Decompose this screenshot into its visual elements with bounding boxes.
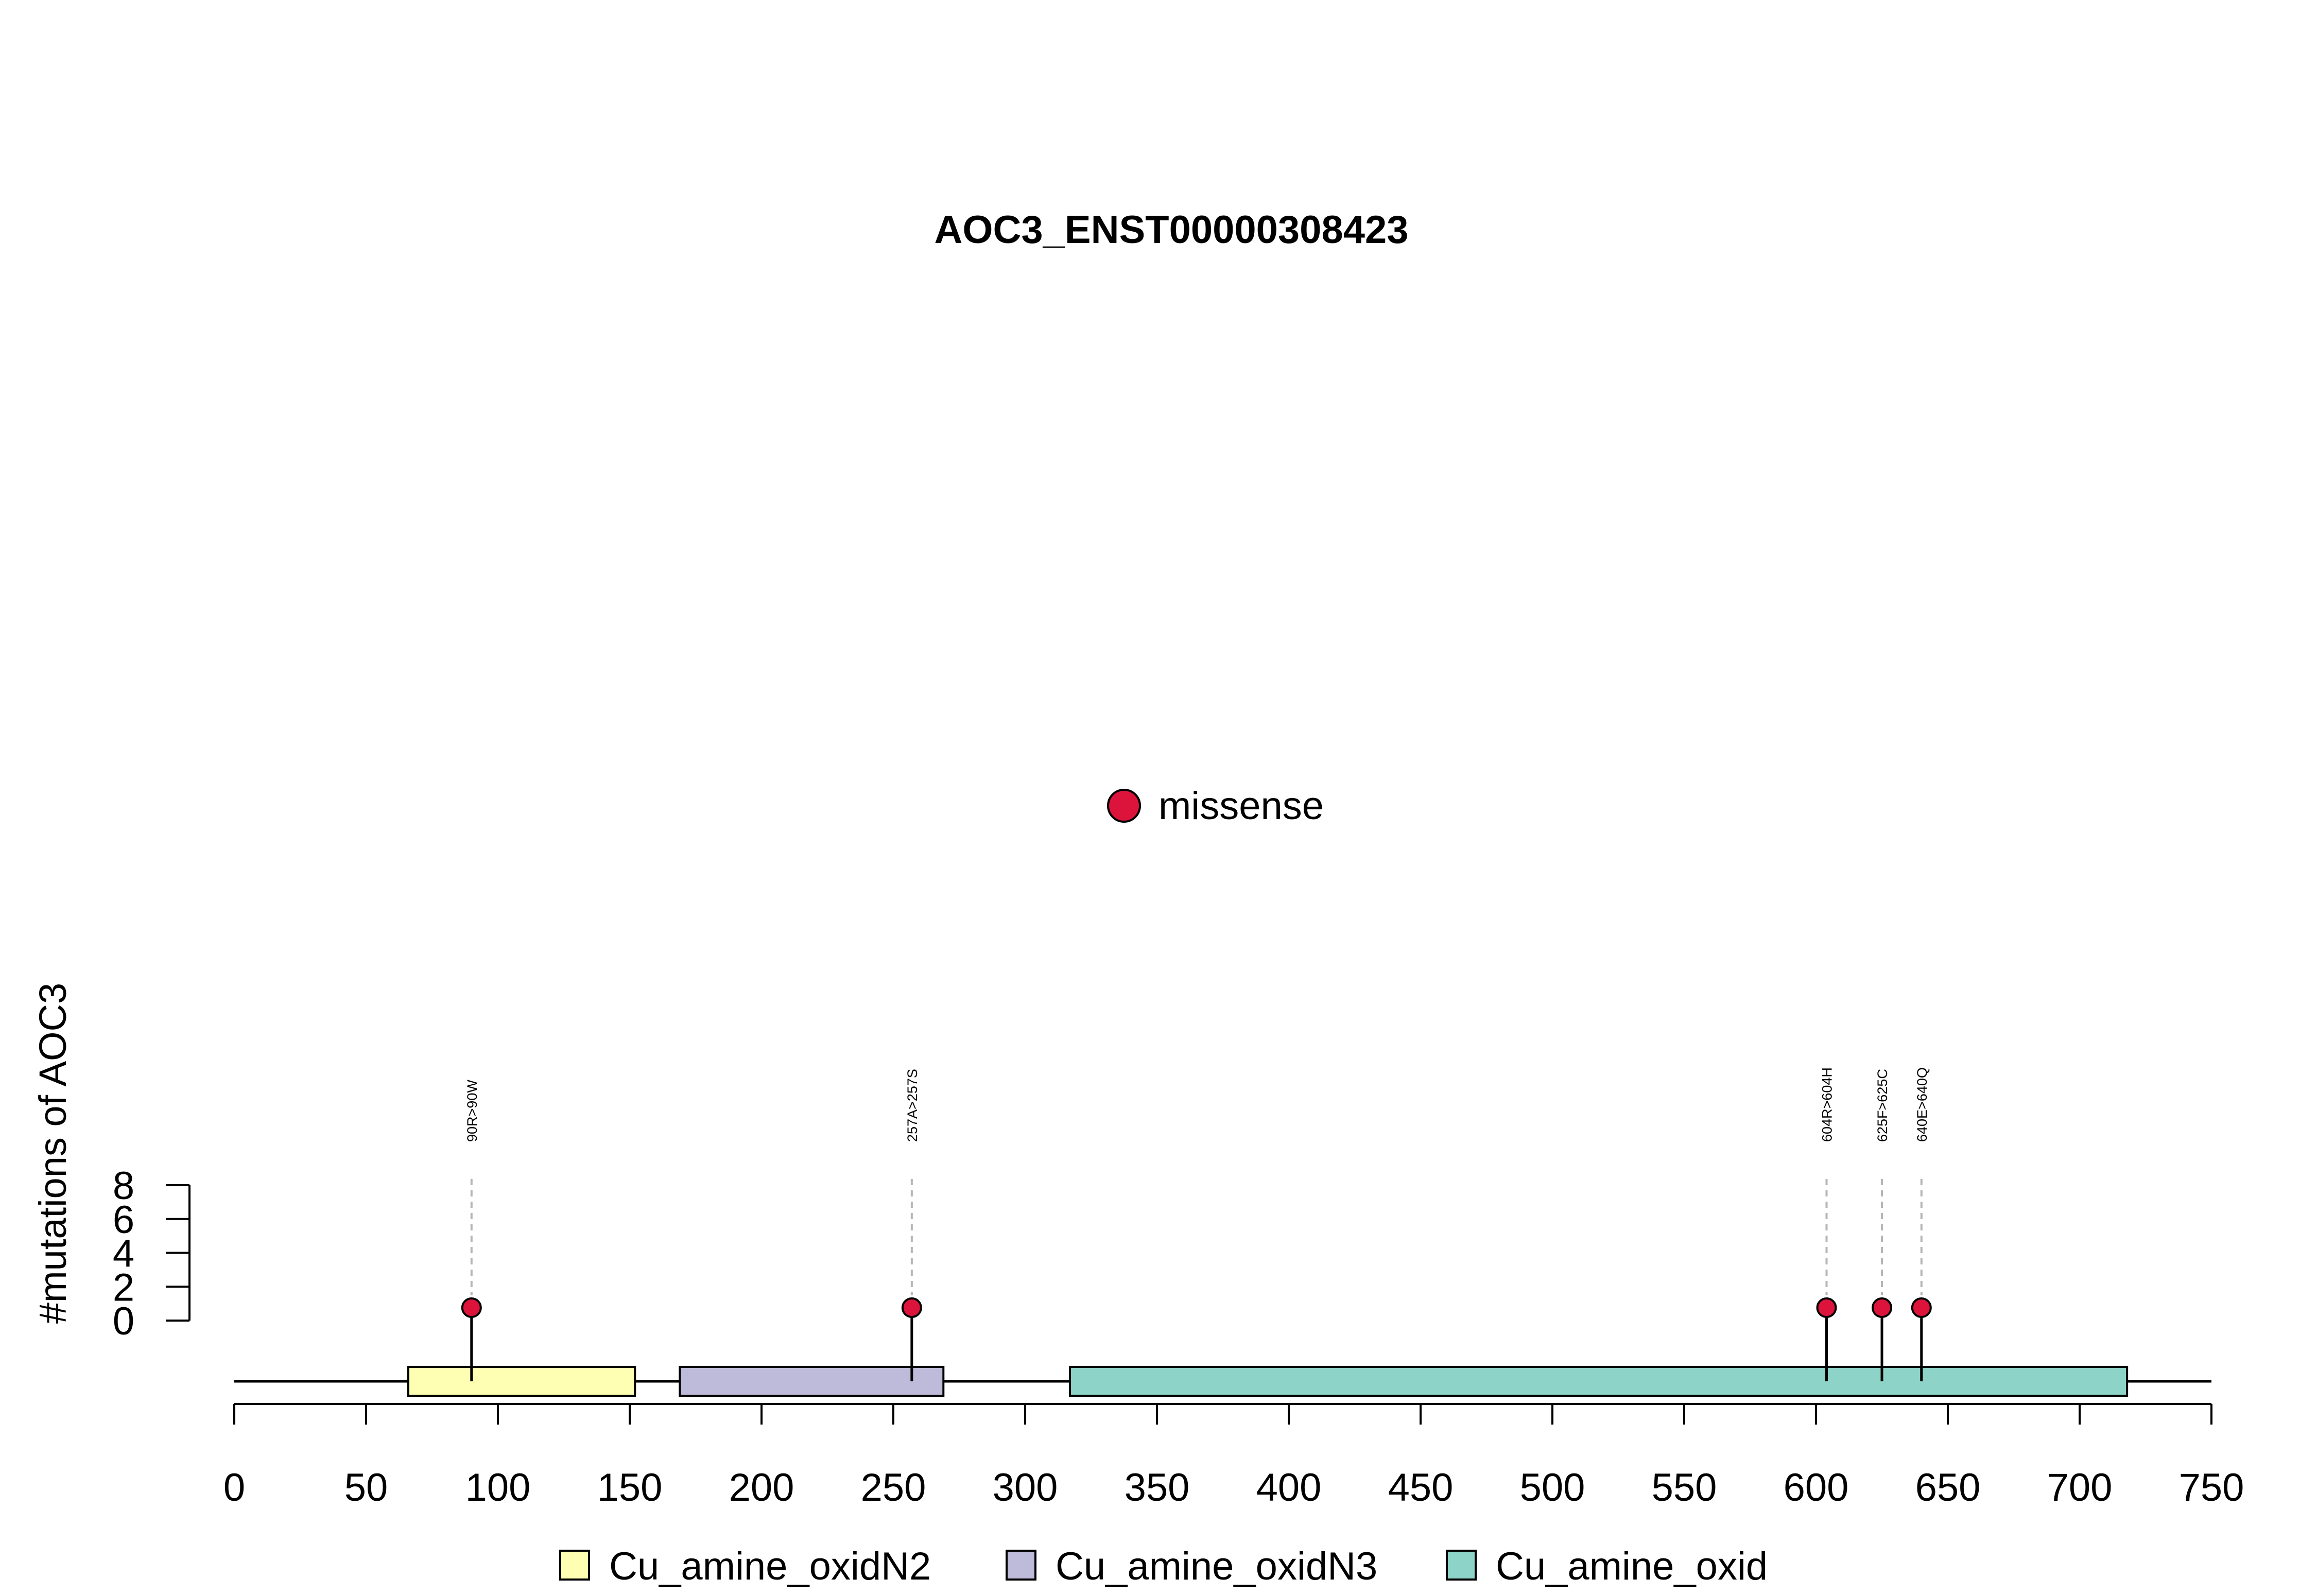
domain-legend-label: Cu_amine_oxid [1496, 1545, 1768, 1588]
x-tick-label: 300 [993, 1466, 1058, 1510]
x-tick-label: 550 [1652, 1466, 1717, 1510]
x-tick-label: 700 [2047, 1466, 2113, 1510]
y-tick-label: 8 [113, 1164, 134, 1208]
lollipop-stems [470, 1308, 1923, 1381]
mutation-legend: missense [1107, 784, 1324, 828]
y-tick-label: 0 [113, 1299, 134, 1343]
x-tick-label: 350 [1125, 1466, 1190, 1510]
x-tick-label: 0 [223, 1466, 245, 1510]
x-tick-label: 150 [597, 1466, 663, 1510]
lollipop-head [901, 1297, 922, 1318]
y-tick-label: 6 [113, 1198, 134, 1242]
lollipop-head [1872, 1297, 1892, 1318]
x-tick-label: 200 [729, 1466, 794, 1510]
lollipop-head [461, 1297, 482, 1318]
domain-legend-label: Cu_amine_oxidN3 [1056, 1545, 1377, 1588]
x-axis: 0 50 100 150 200 250 300 350 400 450 500 550 600 650 7… [223, 1403, 2244, 1510]
mutation-label: 90R>90W [464, 1080, 480, 1142]
chart-title: AOC3_ENST00000308423 [934, 208, 1408, 252]
domains [407, 1366, 2129, 1397]
x-tick-label: 50 [344, 1466, 388, 1510]
domain-legend-swatch [1446, 1550, 1477, 1581]
lollipop-head [1911, 1297, 1932, 1318]
domain-box [679, 1366, 945, 1397]
domain-legend: Cu_amine_oxidN2 Cu_amine_oxidN3 Cu_amine_o… [559, 1545, 1768, 1588]
legend-missense-marker [1107, 789, 1141, 823]
lollipops: 90R>90W 257A>257S 604R>604H 625F>625C 640E>6… [464, 1067, 1930, 1295]
y-tick-label: 4 [113, 1232, 134, 1276]
legend-missense-label: missense [1158, 784, 1324, 828]
x-tick-label: 250 [861, 1466, 926, 1510]
domain-legend-swatch [559, 1550, 590, 1581]
mutation-label: 640E>640Q [1914, 1067, 1930, 1142]
x-tick-label: 750 [2179, 1466, 2244, 1510]
x-tick-label: 100 [465, 1466, 531, 1510]
lollipop-head [1816, 1297, 1837, 1318]
domain-legend-swatch [1006, 1550, 1036, 1581]
x-tick-label: 400 [1256, 1466, 1322, 1510]
y-axis-label: #mutations of AOC3 [31, 983, 74, 1324]
x-tick-label: 500 [1520, 1466, 1585, 1510]
mutation-label: 257A>257S [905, 1069, 920, 1142]
x-tick-label: 650 [1915, 1466, 1981, 1510]
lollipop-heads [461, 1297, 1932, 1318]
domain-box [407, 1366, 636, 1397]
mutation-label: 625F>625C [1875, 1069, 1890, 1142]
y-tick-label: 2 [113, 1265, 134, 1309]
mutation-label: 604R>604H [1819, 1067, 1835, 1142]
x-tick-label: 600 [1784, 1466, 1849, 1510]
domain-legend-label: Cu_amine_oxidN2 [609, 1545, 931, 1588]
domain-box [1069, 1366, 2129, 1397]
x-tick-label: 450 [1388, 1466, 1454, 1510]
